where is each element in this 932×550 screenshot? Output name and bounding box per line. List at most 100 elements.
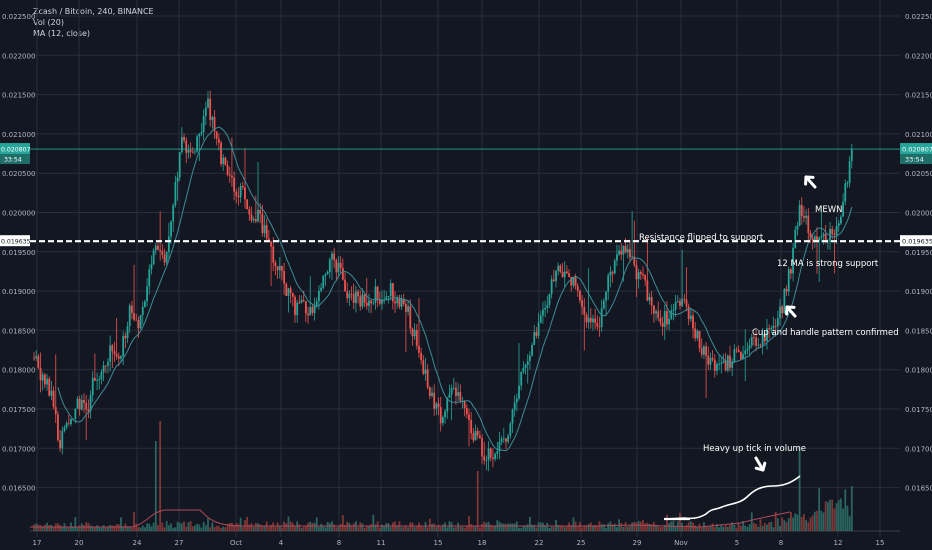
volume-bar [757,526,760,531]
volume-bar [842,508,844,531]
volume-bar [722,526,725,531]
volume-bar [189,521,192,531]
x-tick-label: 8 [779,539,783,547]
arrow-volume [754,456,765,472]
candle [220,142,222,165]
candle [372,302,375,304]
volume-bar [268,527,270,531]
candle [39,367,42,381]
candle [183,137,185,141]
candle [770,328,773,330]
volume-bar [696,526,699,531]
volume-bar [174,527,177,531]
candle [602,300,605,309]
volume-bar [581,527,583,531]
candle [433,392,436,409]
candle [117,356,120,359]
volume-bar [600,524,603,531]
volume-bar [707,526,710,531]
candle [763,333,766,342]
candle [648,297,651,301]
volume-bar [61,527,64,531]
candle [513,402,516,410]
volume-bar [407,527,409,531]
volume-bar [337,526,340,531]
volume-bar [631,522,634,531]
candle [111,345,114,352]
candle [185,140,188,153]
volume-bar [315,517,318,531]
candle [157,245,159,250]
x-tick-label: 11 [377,539,386,547]
candle [281,265,283,271]
candle [522,368,525,372]
candle [711,357,714,360]
candle [276,266,279,271]
candle [370,300,373,304]
volume-bar [737,522,740,531]
symbol-title: Zcash / Bitcoin, 240, BINANCE [33,7,154,16]
volume-bar [43,524,46,531]
y-tick-label-left: 0.016500 [2,485,35,493]
annotation-volume: Heavy up tick in volume [703,444,806,454]
volume-bar [783,520,786,531]
volume-bar [779,526,781,531]
candle [100,371,103,380]
candle [407,306,409,312]
candle [89,395,92,412]
candle [141,306,144,316]
candle [816,236,818,241]
volume-bar [555,519,557,531]
candle [465,407,468,415]
candle [698,330,701,349]
volume-bar [655,524,657,531]
volume-bar [840,498,842,531]
candle [172,205,175,222]
volume-bar [746,526,749,531]
volume-bar [576,526,579,531]
candle [457,392,460,396]
volume-bar [170,523,172,531]
volume-bar [805,519,808,531]
volume-bar [344,525,346,531]
volume-bar [313,522,316,531]
candle [298,302,301,304]
candle [198,133,201,137]
candle [174,181,177,206]
candle [374,286,377,303]
candle [820,236,823,238]
volume-bar [492,526,494,531]
volume-bar [785,522,788,531]
volume-bar [117,524,120,531]
volume-bar [96,525,98,531]
volume-bar [415,525,418,531]
candle [46,378,48,385]
volume-legend: Vol (20) [33,18,64,27]
y-tick-label-left: 0.022500 [2,13,35,21]
volume-bar [307,522,309,531]
candle [98,379,101,381]
volume-bar [359,522,362,531]
candle [402,298,405,304]
candle [135,319,138,321]
candle [731,361,734,368]
candle [613,260,616,274]
candle [446,397,449,412]
candle [559,265,562,273]
candle [831,229,834,234]
candle [637,272,640,280]
candle [283,270,286,284]
candle [202,115,205,133]
arrow-volume-head [754,461,767,472]
volume-bar [311,523,314,531]
candle [91,377,94,396]
volume-bar [435,527,438,531]
volume-bar [396,525,399,531]
candle [707,355,710,365]
volume-bar [668,523,670,531]
candle [583,307,586,315]
candle [837,223,840,227]
volume-bar [524,525,527,531]
candle [102,365,105,372]
